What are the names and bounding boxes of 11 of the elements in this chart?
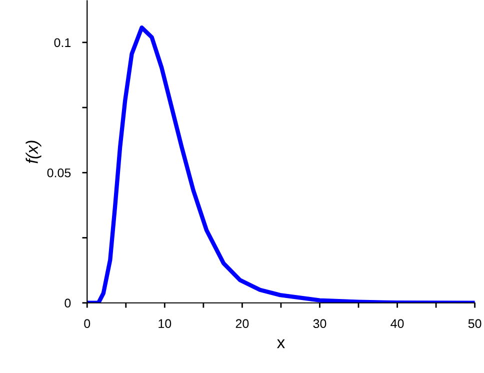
y-axis-title: f(x) (26, 140, 42, 164)
x-tick-label: 20 (236, 319, 249, 328)
x-tick-label: 40 (390, 319, 404, 328)
y-tick-label: 0.1 (54, 38, 71, 48)
x-tick-label: 50 (468, 319, 482, 328)
x-tick-label: 30 (313, 319, 326, 328)
x-tick-label: 0 (84, 319, 90, 328)
x-axis-title: x (276, 339, 285, 348)
x-tick-label: 10 (158, 319, 172, 328)
y-tick-label: 0 (64, 298, 71, 308)
y-tick-label: 0.05 (47, 168, 71, 178)
